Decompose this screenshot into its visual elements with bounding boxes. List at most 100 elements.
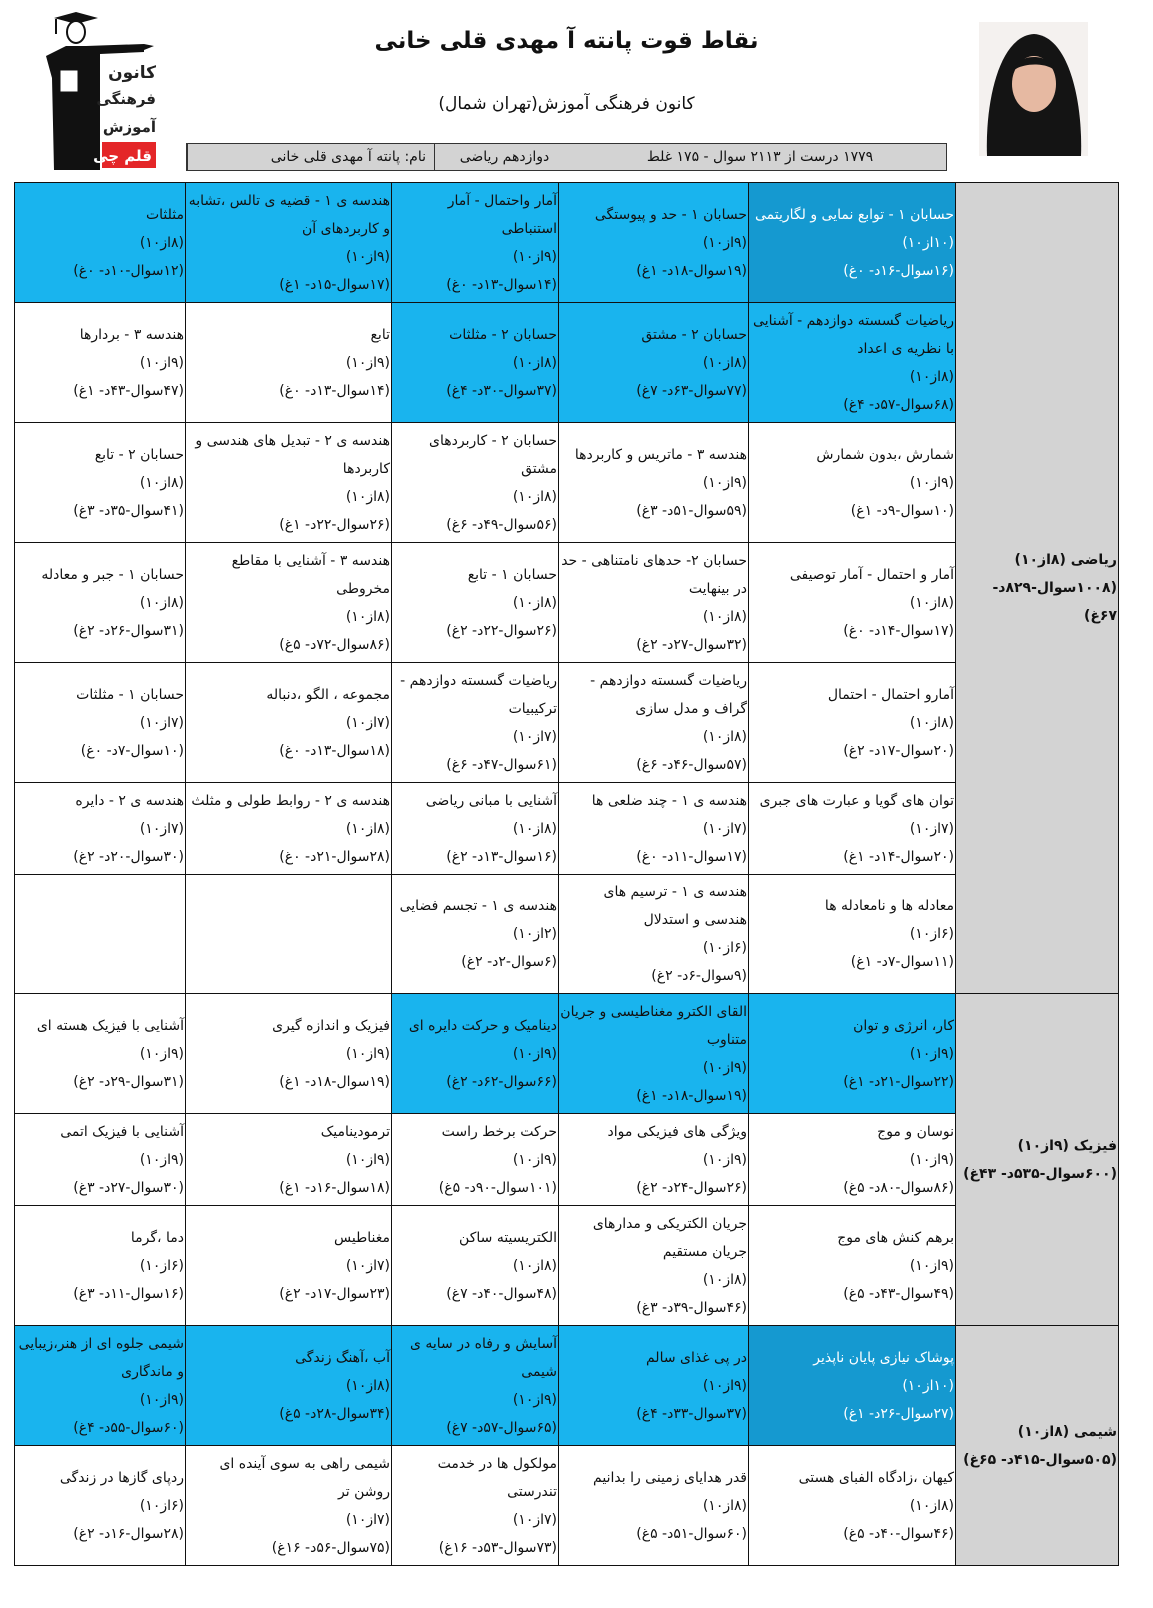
topic-cell: شیمی جلوه ای از هنر،زیبایی و ماندگاری (۹ا… — [14, 1325, 186, 1446]
topic-score: (۸از۱۰) — [139, 234, 184, 251]
topic-score: (۶از۱۰) — [909, 926, 954, 942]
topic-score: (۸از۱۰) — [512, 488, 557, 505]
topic-title: شیمی جلوه ای از هنر،زیبایی و ماندگاری — [18, 1335, 184, 1380]
topic-score: (۷از۱۰) — [139, 714, 184, 731]
topic-score: (۹از۱۰) — [702, 1377, 747, 1394]
topic-cell: ریاضیات گسسته دوازدهم - آشنایی با نظریه … — [748, 302, 956, 423]
topic-score: (۹از۱۰) — [702, 1059, 747, 1076]
topic-score: (۹از۱۰) — [139, 1391, 184, 1408]
topic-stats: (۱۰سوال-۷د- ۰غ) — [80, 742, 184, 759]
topic-cell: القای الکترو مغناطیسی و جریان متناوب (۹از… — [558, 993, 749, 1114]
topic-cell: آمار و احتمال - آمار توصیفی (۸از۱۰) (۱۷سوا… — [748, 542, 956, 663]
topic-stats: (۸۶سوال-۸۰د- ۵غ) — [843, 1179, 954, 1196]
table-row: شمارش ،بدون شمارش (۹از۱۰) (۱۰سوال-۹د- ۱غ) ه… — [14, 422, 1119, 543]
topic-cell: تابع (۹از۱۰) (۱۴سوال-۱۳د- ۰غ) — [185, 302, 392, 423]
topic-cell: حسابان ۱ - توابع نمایی و لگاریتمی (۱۰از۱۰… — [748, 182, 956, 303]
topic-cell: حسابان ۱ - تابع (۸از۱۰) (۲۶سوال-۲۲د- ۲غ) — [391, 542, 559, 663]
topic-score: (۷از۱۰) — [139, 820, 184, 837]
topic-cell: حسابان ۱ - حد و پیوستگی (۹از۱۰) (۱۹سوال-۱۸… — [558, 182, 749, 303]
topic-cell: فیزیک و اندازه گیری (۹از۱۰) (۱۹سوال-۱۸د- ۱… — [185, 993, 392, 1114]
topic-stats: (۴۷سوال-۴۳د- ۱غ) — [73, 382, 184, 399]
topic-cell — [14, 874, 186, 994]
table-row: برهم کنش های موج (۹از۱۰) (۴۹سوال-۴۳د- ۵غ) ج… — [14, 1205, 1119, 1326]
topic-title: آب ،آهنگ زندگی — [295, 1349, 390, 1366]
topic-score: (۹از۱۰) — [702, 474, 747, 491]
topic-title: معادله ها و نامعادله ها — [824, 898, 954, 914]
topic-score: (۸از۱۰) — [909, 1497, 954, 1514]
topic-score: (۸از۱۰) — [139, 594, 184, 611]
topic-title: آمار واحتمال - آمار استنباطی — [447, 192, 557, 237]
topic-cell: آمارو احتمال - احتمال (۸از۱۰) (۲۰سوال-۱۷د-… — [748, 662, 956, 783]
topic-title: ریاضیات گسسته دوازدهم - آشنایی با نظریه … — [753, 312, 954, 357]
topic-cell: مجموعه ، الگو ،دنباله (۷از۱۰) (۱۸سوال-۱۳د-… — [185, 662, 392, 783]
topic-stats: (۲۶سوال-۲۴د- ۲غ) — [636, 1179, 747, 1196]
topic-stats: (۱۷سوال-۱۱د- ۰غ) — [636, 848, 747, 865]
svg-text:قلم چی: قلم چی — [93, 147, 152, 166]
topic-stats: (۶۶سوال-۶۲د- ۲غ) — [446, 1073, 557, 1090]
table-row: معادله ها و نامعادله ها (۶از۱۰) (۱۱سوال-۷د… — [14, 874, 1119, 994]
topic-cell: آشنایی با فیزیک هسته ای (۹از۱۰) (۳۱سوال-۲۹… — [14, 993, 186, 1114]
topic-stats: (۴۶سوال-۳۹د- ۳غ) — [636, 1299, 747, 1316]
topic-title: هندسه ۳ - آشنایی با مقاطع مخروطی — [231, 552, 390, 597]
overall-summary: ۱۷۷۹ درست از ۲۱۱۳ سوال - ۱۷۵ غلط — [646, 149, 874, 165]
topic-title: مجموعه ، الگو ،دنباله — [266, 686, 390, 703]
topic-score: (۹از۱۰) — [345, 354, 390, 371]
topic-cell: کیهان ،زادگاه الفبای هستی (۸از۱۰) (۴۶سوال-… — [748, 1445, 956, 1566]
topic-stats: (۱۸سوال-۱۳د- ۰غ) — [279, 742, 390, 759]
topic-cell: حسابان ۱ - جبر و معادله (۸از۱۰) (۳۱سوال-۲۶… — [14, 542, 186, 663]
student-photo — [979, 22, 1088, 156]
topic-stats: (۳۷سوال-۳۰د- ۴غ) — [446, 382, 557, 399]
topic-cell: پوشاک نیازی پایان ناپذیر (۱۰از۱۰) (۲۷سوال-… — [748, 1325, 956, 1446]
topic-score: (۹از۱۰) — [345, 1151, 390, 1168]
topic-title: تابع — [370, 326, 390, 343]
topic-stats: (۱۸سوال-۱۶د- ۱غ) — [279, 1179, 390, 1196]
topic-score: (۶از۱۰) — [139, 1497, 184, 1514]
topic-score: (۹از۱۰) — [512, 1391, 557, 1408]
topic-score: (۸از۱۰) — [139, 474, 184, 491]
topic-stats: (۱۶سوال-۱۱د- ۳غ) — [73, 1285, 184, 1302]
topic-stats: (۷۵سوال-۵۶د- ۱۶غ) — [271, 1539, 390, 1556]
topic-stats: (۴۹سوال-۴۳د- ۵غ) — [843, 1285, 954, 1302]
topic-cell: آمار واحتمال - آمار استنباطی (۹از۱۰) (۱۴سو… — [391, 182, 559, 303]
topic-cell: هندسه ی ۲ - روابط طولی و مثلث (۸از۱۰) (۲۸س… — [185, 782, 392, 875]
topic-score: (۷از۱۰) — [345, 1257, 390, 1274]
topic-title: حسابان ۱ - توابع نمایی و لگاریتمی — [754, 206, 954, 223]
topic-cell: آب ،آهنگ زندگی (۸از۱۰) (۳۴سوال-۲۸د- ۵غ) — [185, 1325, 392, 1446]
topic-title: دینامیک و حرکت دایره ای — [408, 1017, 557, 1034]
table-row: شیمی (۸از۱۰) (۵۰۵سوال-۴۱۵د- ۶۵غ) پوشاک نی… — [14, 1325, 1119, 1566]
topic-score: (۷از۱۰) — [512, 1511, 557, 1528]
topic-cell: آسایش و رفاه در سایه ی شیمی (۹از۱۰) (۶۵سوا… — [391, 1325, 559, 1446]
topic-title: هندسه ۳ - بردارها — [79, 326, 184, 343]
topic-cell: معادله ها و نامعادله ها (۶از۱۰) (۱۱سوال-۷د… — [748, 874, 956, 994]
topic-cell: حسابان ۲ - مشتق (۸از۱۰) (۷۷سوال-۶۳د- ۷غ) — [558, 302, 749, 423]
topic-score: (۹از۱۰) — [512, 1045, 557, 1062]
topic-stats: (۲۶سوال-۲۲د- ۱غ) — [279, 516, 390, 533]
topic-stats: (۳۰سوال-۲۰د- ۲غ) — [73, 848, 184, 865]
topic-title: آشنایی با مبانی ریاضی — [425, 792, 557, 809]
student-info-bar: نام: پانته آ مهدی قلی خانی دوازدهم ریاضی… — [186, 143, 947, 171]
topic-title: شمارش ،بدون شمارش — [816, 446, 954, 463]
topic-cell: مغناطیس (۷از۱۰) (۲۳سوال-۱۷د- ۲غ) — [185, 1205, 392, 1326]
topic-title: آشنایی با فیزیک هسته ای — [36, 1017, 184, 1034]
topic-stats: (۱۶سوال-۱۶د- ۰غ) — [843, 262, 954, 279]
topic-title: آمار و احتمال - آمار توصیفی — [789, 566, 954, 583]
topic-title: در پی غذای سالم — [645, 1349, 747, 1366]
topic-stats: (۹سوال-۶د- ۲غ) — [651, 968, 747, 984]
table-row: نوسان و موج (۹از۱۰) (۸۶سوال-۸۰د- ۵غ) ویژگی … — [14, 1113, 1119, 1206]
topic-stats: (۶۸سوال-۵۷د- ۴غ) — [843, 396, 954, 413]
topic-cell: نوسان و موج (۹از۱۰) (۸۶سوال-۸۰د- ۵غ) — [748, 1113, 956, 1206]
topic-cell: هندسه ۳ - آشنایی با مقاطع مخروطی (۸از۱۰) (… — [185, 542, 392, 663]
topic-score: (۹از۱۰) — [909, 474, 954, 491]
topic-stats: (۱۴سوال-۱۳د- ۰غ) — [446, 276, 557, 293]
topic-score: (۸از۱۰) — [512, 354, 557, 371]
topic-title: حسابان ۲ - تابع — [94, 446, 184, 463]
topic-title: آمارو احتمال - احتمال — [827, 686, 954, 703]
topic-stats: (۲۸سوال-۲۱د- ۰غ) — [279, 848, 390, 865]
topic-cell: هندسه ی ۱ - ترسیم های هندسی و استدلال (۶ا… — [558, 874, 749, 994]
topic-title: مثلثات — [145, 206, 184, 223]
topic-stats: (۵۷سوال-۴۶د- ۶غ) — [636, 756, 747, 773]
topic-title: هندسه ی ۲ - دایره — [75, 792, 184, 809]
topic-title: نوسان و موج — [877, 1123, 954, 1140]
topic-stats: (۶۵سوال-۵۷د- ۷غ) — [446, 1419, 557, 1436]
topic-score: (۷از۱۰) — [702, 820, 747, 837]
